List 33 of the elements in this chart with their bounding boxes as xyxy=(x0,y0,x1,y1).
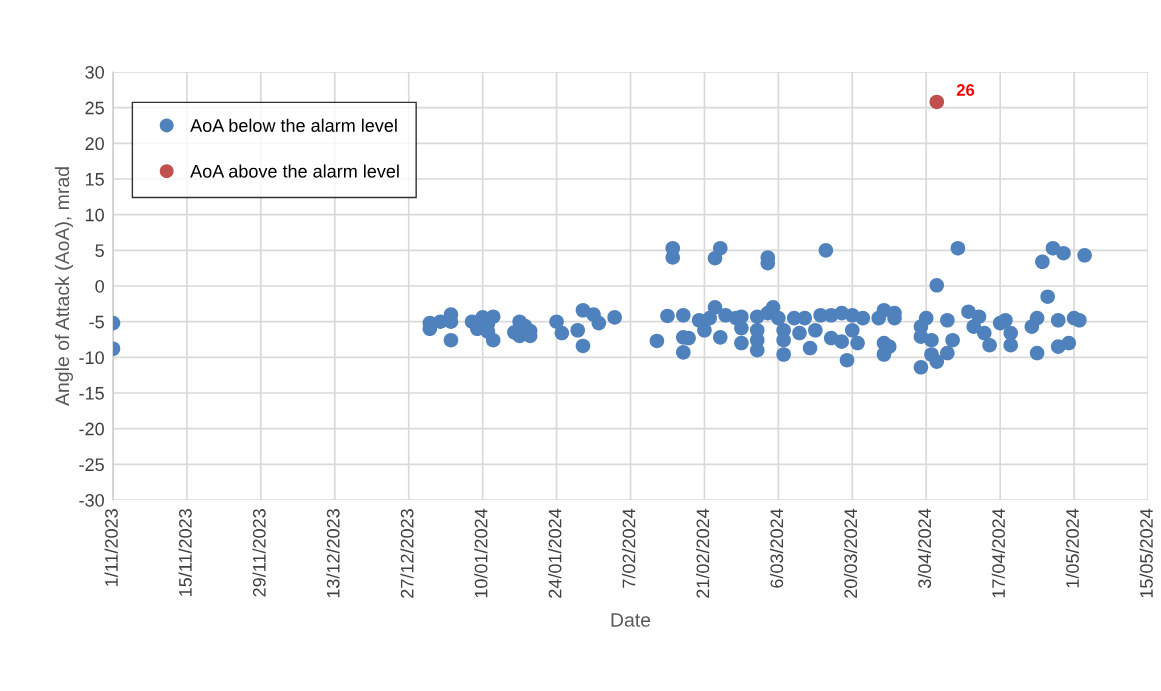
y-tick-label: 15 xyxy=(85,173,104,186)
x-tick-label: 3/04/2024 xyxy=(917,508,932,588)
y-tick-label: 10 xyxy=(85,208,104,222)
legend-label: AoA above the alarm level xyxy=(190,164,399,178)
y-axis-title: Angle of Attack (AoA), mrad xyxy=(54,167,74,406)
x-tick-label: 13/12/2023 xyxy=(326,509,340,598)
x-tick-label: 21/02/2024 xyxy=(696,508,710,598)
y-tick-label: -25 xyxy=(79,458,104,472)
y-tick-label: 25 xyxy=(85,101,104,115)
y-tick-label: 30 xyxy=(85,65,104,79)
y-tick-label: 0 xyxy=(95,279,104,293)
x-tick-label: 6/03/2024 xyxy=(769,508,784,588)
x-tick-label: 7/02/2024 xyxy=(622,508,636,588)
y-tick-label: -30 xyxy=(79,493,104,507)
x-tick-label: 1/11/2023 xyxy=(104,509,118,586)
y-tick-label: -15 xyxy=(79,387,104,400)
x-tick-label: 17/04/2024 xyxy=(991,508,1005,598)
y-tick-label: -5 xyxy=(89,315,104,329)
y-tick-label: 20 xyxy=(85,137,104,151)
x-tick-label: 20/03/2024 xyxy=(843,508,858,598)
x-tick-label: 10/01/2024 xyxy=(474,508,488,598)
x-tick-label: 1/05/2024 xyxy=(1065,508,1079,588)
x-tick-label: 24/01/2024 xyxy=(548,508,562,598)
x-tick-label: 27/12/2023 xyxy=(400,509,414,598)
y-tick-label: -10 xyxy=(79,351,104,365)
x-tick-label: 29/11/2023 xyxy=(252,509,266,597)
data-label: 26 xyxy=(956,84,975,96)
x-tick-label: 15/05/2024 xyxy=(1139,508,1153,598)
x-axis-title: Date xyxy=(611,613,651,627)
legend-label: AoA below the alarm level xyxy=(190,118,397,132)
y-tick-label: 5 xyxy=(95,244,104,258)
x-tick-label: 15/11/2023 xyxy=(178,509,192,596)
y-tick-label: -20 xyxy=(79,422,104,436)
